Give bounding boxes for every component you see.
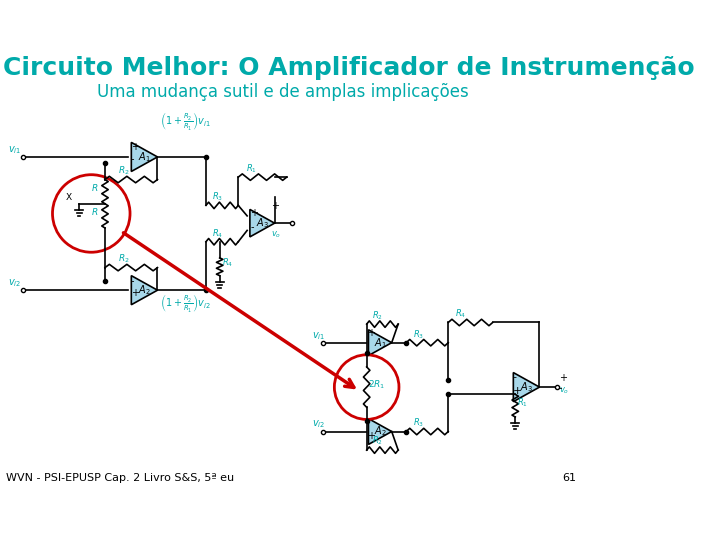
Text: $R_3$: $R_3$ bbox=[413, 417, 424, 429]
Text: $R_1$: $R_1$ bbox=[517, 397, 528, 409]
Text: $R_4$: $R_4$ bbox=[455, 308, 466, 320]
Text: $R$: $R$ bbox=[91, 182, 99, 193]
Text: $A_1$: $A_1$ bbox=[138, 150, 150, 164]
Text: $R_4$: $R_4$ bbox=[212, 227, 224, 240]
Text: +: + bbox=[366, 328, 374, 338]
Polygon shape bbox=[513, 373, 539, 402]
Text: $R_3$: $R_3$ bbox=[212, 191, 223, 203]
Text: $A_1$: $A_1$ bbox=[374, 336, 387, 349]
Text: $2R_1$: $2R_1$ bbox=[369, 378, 386, 390]
Polygon shape bbox=[369, 330, 392, 356]
Text: X: X bbox=[66, 193, 72, 202]
Text: Circuito Melhor: O Amplificador de Instrumenção: Circuito Melhor: O Amplificador de Instr… bbox=[3, 56, 695, 80]
Text: 61: 61 bbox=[562, 473, 576, 483]
Text: WVN - PSI-EPUSP Cap. 2 Livro S&S, 5ª eu: WVN - PSI-EPUSP Cap. 2 Livro S&S, 5ª eu bbox=[6, 473, 235, 483]
Text: $v_{i2}$: $v_{i2}$ bbox=[312, 418, 325, 430]
Text: $v_{i2}$: $v_{i2}$ bbox=[8, 278, 22, 289]
Text: +: + bbox=[366, 431, 374, 441]
Text: +: + bbox=[131, 143, 139, 152]
Text: $A_3$: $A_3$ bbox=[256, 216, 269, 230]
Text: $R_1$: $R_1$ bbox=[246, 163, 257, 175]
Text: -: - bbox=[559, 383, 562, 393]
Text: $A_3$: $A_3$ bbox=[520, 380, 533, 394]
Text: $R_3$: $R_3$ bbox=[413, 328, 424, 341]
Text: $\left(1+\frac{R_2}{R_1}\right)v_{i2}$: $\left(1+\frac{R_2}{R_1}\right)v_{i2}$ bbox=[160, 292, 211, 314]
Text: Uma mudança sutil e de amplas implicações: Uma mudança sutil e de amplas implicaçõe… bbox=[97, 83, 469, 100]
Text: +: + bbox=[271, 201, 279, 212]
Text: +: + bbox=[251, 208, 258, 218]
Polygon shape bbox=[131, 143, 158, 172]
Text: $\left(1+\frac{R_2}{R_1}\right)v_{i1}$: $\left(1+\frac{R_2}{R_1}\right)v_{i1}$ bbox=[160, 110, 211, 132]
Text: $v_{i1}$: $v_{i1}$ bbox=[312, 330, 325, 342]
Text: $R_2$: $R_2$ bbox=[118, 252, 130, 265]
Text: -: - bbox=[131, 154, 135, 165]
Text: +: + bbox=[131, 288, 139, 298]
Text: $A_2$: $A_2$ bbox=[374, 424, 387, 438]
Text: $R_2$: $R_2$ bbox=[372, 435, 382, 447]
Polygon shape bbox=[369, 418, 392, 444]
Text: $v_o$: $v_o$ bbox=[559, 386, 570, 396]
Text: $v_o$: $v_o$ bbox=[271, 229, 282, 240]
Text: $A_2$: $A_2$ bbox=[138, 284, 150, 297]
Polygon shape bbox=[131, 275, 158, 305]
Text: $R_2$: $R_2$ bbox=[372, 309, 382, 322]
Text: $v_{i1}$: $v_{i1}$ bbox=[8, 144, 22, 156]
Text: $R_4$: $R_4$ bbox=[222, 257, 233, 269]
Text: $R$: $R$ bbox=[91, 206, 99, 217]
Text: -: - bbox=[513, 372, 517, 382]
Text: +: + bbox=[513, 387, 522, 396]
Text: -: - bbox=[131, 276, 135, 286]
Polygon shape bbox=[250, 210, 274, 237]
Text: +: + bbox=[559, 373, 567, 383]
Text: -: - bbox=[251, 221, 254, 232]
Text: $R_2$: $R_2$ bbox=[118, 164, 130, 177]
